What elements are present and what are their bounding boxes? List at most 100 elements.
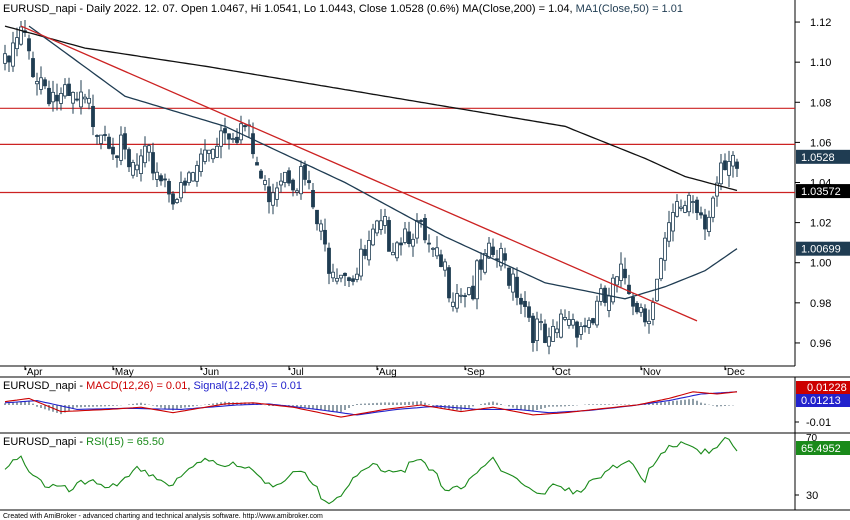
candle-down xyxy=(491,246,495,255)
candle-up xyxy=(195,165,199,182)
candle-up xyxy=(431,247,435,250)
candle-up xyxy=(459,294,463,297)
candle-up xyxy=(375,220,379,234)
candle-up xyxy=(499,248,503,267)
macd-title-macd: MACD(12,26) = 0.01 xyxy=(86,380,187,392)
candle-up xyxy=(35,81,39,85)
macd-line xyxy=(4,391,738,418)
macd-histogram xyxy=(4,398,734,415)
candle-down xyxy=(55,94,59,102)
price-panel: 1.121.101.081.061.041.021.000.980.96 EUR… xyxy=(0,0,850,366)
candle-down xyxy=(95,135,99,137)
footer-credit: Created with AmiBroker - advanced charti… xyxy=(3,513,323,520)
trendline xyxy=(20,25,698,322)
candle-up xyxy=(83,96,87,100)
candle-up xyxy=(139,155,143,174)
candle-up xyxy=(563,316,567,320)
price-title-ma50: MA1(Close,50) = 1.01 xyxy=(576,3,683,15)
ma200-line xyxy=(4,25,738,192)
rsi-title: EURUSD_napi - RSI(15) = 65.50 xyxy=(3,436,164,448)
candle-down xyxy=(127,149,131,168)
candle-up xyxy=(727,161,731,176)
x-axis-labels: 'Apr 'May 'Jun 'Jul 'Aug 'Sep 'Oct 'Nov 'Dec xyxy=(24,366,745,378)
candle-up xyxy=(63,84,67,97)
x-month-label: 'Sep xyxy=(465,367,485,378)
candle-up xyxy=(179,182,183,199)
rsi-badge: 65.4952 xyxy=(796,441,850,455)
candle-down xyxy=(67,83,71,96)
candle-down xyxy=(591,318,595,324)
candle-down xyxy=(123,133,127,150)
candle-up xyxy=(39,77,43,90)
candle-up xyxy=(403,228,407,243)
candle-down xyxy=(167,180,171,195)
candle-down xyxy=(47,87,51,105)
candle-up xyxy=(715,182,719,197)
macd-badge-bg xyxy=(796,381,850,394)
ma50-badge-text: 1.00699 xyxy=(801,244,841,256)
candle-down xyxy=(643,308,647,323)
candle-down xyxy=(43,79,47,87)
candle-down xyxy=(503,253,507,261)
macd-panel: EURUSD_napi - MACD(12,26) = 0.01, Signal… xyxy=(0,376,850,433)
macd-title-sep: , xyxy=(187,380,193,392)
candle-up xyxy=(675,201,679,217)
candle-up xyxy=(299,166,303,195)
candle-up xyxy=(191,172,195,182)
price-tick-label: 1.12 xyxy=(810,17,831,29)
signal-badge: 0.01213 xyxy=(796,394,850,407)
candle-up xyxy=(175,199,179,203)
candle-up xyxy=(275,187,279,200)
candle-down xyxy=(723,160,727,171)
candle-up xyxy=(339,274,343,279)
x-month-label: 'Jul xyxy=(289,367,304,378)
candle-down xyxy=(91,105,95,128)
x-month-label: 'Aug xyxy=(377,367,397,378)
candle-up xyxy=(135,164,139,171)
candle-up xyxy=(11,42,15,67)
candle-down xyxy=(151,152,155,174)
candle-down xyxy=(259,170,263,179)
candle-down xyxy=(267,186,271,203)
price-candles xyxy=(3,20,739,355)
candle-up xyxy=(639,307,643,313)
candle-up xyxy=(295,190,299,193)
macd-title-prefix: EURUSD_napi - xyxy=(3,380,86,392)
candle-up xyxy=(647,320,651,325)
candle-down xyxy=(423,217,427,241)
candle-up xyxy=(731,154,735,167)
candle-up xyxy=(283,171,287,183)
price-tick-label: 1.08 xyxy=(810,97,831,109)
candle-up xyxy=(207,149,211,154)
candle-down xyxy=(623,268,627,279)
candle-up xyxy=(443,261,447,271)
candle-down xyxy=(531,315,535,343)
candle-up xyxy=(415,220,419,239)
candle-down xyxy=(171,193,175,205)
candle-up xyxy=(611,277,615,303)
candle-up xyxy=(487,242,491,259)
candle-down xyxy=(243,125,247,128)
candle-up xyxy=(615,276,619,286)
candle-down xyxy=(163,178,167,181)
candle-down xyxy=(103,134,107,136)
candle-up xyxy=(335,277,339,282)
signal-badge-bg xyxy=(796,394,850,407)
x-month-label: 'Dec xyxy=(725,367,745,378)
candle-down xyxy=(479,259,483,270)
x-month-label: 'May xyxy=(113,367,134,378)
price-tick-label: 0.98 xyxy=(810,298,831,310)
price-tick-label: 1.00 xyxy=(810,258,831,270)
candle-up xyxy=(571,319,575,326)
candle-up xyxy=(687,194,691,213)
candle-down xyxy=(159,175,163,182)
candle-up xyxy=(659,258,663,280)
candle-up xyxy=(691,201,695,203)
x-month-label: 'Jun xyxy=(201,367,219,378)
macd-badge-text: 0.01228 xyxy=(807,382,847,394)
candle-up xyxy=(219,130,223,147)
price-tick-label: 0.96 xyxy=(810,338,831,350)
candle-up xyxy=(455,293,459,309)
candle-down xyxy=(363,249,367,256)
